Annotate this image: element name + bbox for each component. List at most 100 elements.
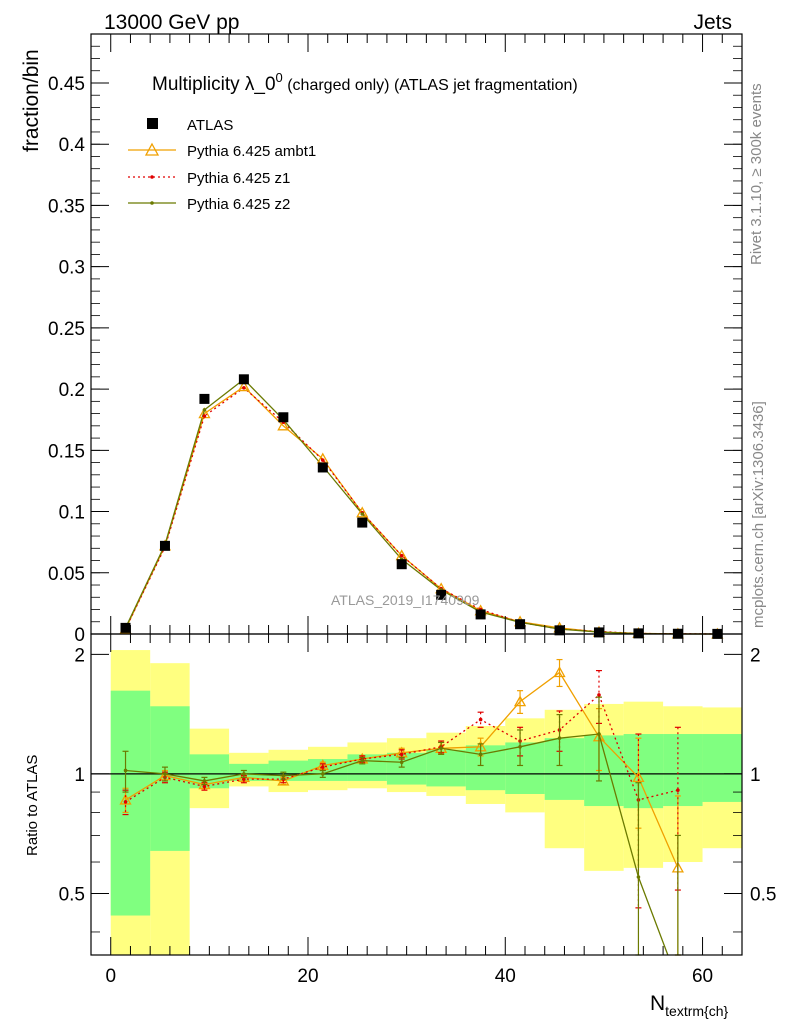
ratio-axes: 0.5 0.51 12 20 20 40 60 xyxy=(59,633,776,987)
data-point-square xyxy=(515,619,526,630)
ratio-point-dot xyxy=(242,777,246,781)
ratio-point-dot xyxy=(202,779,207,783)
x-axis-label-main: N xyxy=(650,992,665,1015)
x-tick-label: 20 xyxy=(297,966,318,987)
watermark-label: ATLAS_2019_I1740909 xyxy=(331,592,480,608)
y-tick-label: 0.1 xyxy=(59,503,85,524)
data-point-square xyxy=(317,462,328,473)
legend-label: ATLAS xyxy=(187,117,233,134)
ratio-point-dot xyxy=(597,693,601,697)
ratio-y-tick-label-left: 1 xyxy=(74,765,85,786)
y-tick-label: 0.3 xyxy=(59,258,85,279)
series-point-dot xyxy=(399,553,404,558)
series-point-triangle xyxy=(356,506,369,518)
ratio-point-dot xyxy=(320,765,325,769)
header-left-label: 13000 GeV pp xyxy=(104,11,239,34)
series-point-triangle xyxy=(237,380,250,392)
ratio-point-triangle xyxy=(277,774,290,786)
ratio-point-dot xyxy=(399,760,404,765)
uncertainty-band-inner xyxy=(465,745,506,791)
ratio-point-dot xyxy=(242,772,246,776)
ratio-panel: 0.5 0.51 12 20 20 40 60 Ratio to ATLAS Ntextrm… xyxy=(24,633,776,1019)
data-point-square xyxy=(199,393,210,404)
x-tick-label: 0 xyxy=(105,966,116,987)
ratio-y-tick-label-right: 1 xyxy=(750,765,761,786)
main-panel: ATLAS_2019_I1740909 Multiplicity λ_00 (c… xyxy=(20,33,743,646)
mcplots-reference-label: mcplots.cern.ch [arXiv:1306.3436] xyxy=(750,401,767,628)
uncertainty-band-inner xyxy=(544,738,585,800)
uncertainty-band-inner xyxy=(702,734,742,802)
series-point-dot xyxy=(360,512,365,516)
ratio-point-dot xyxy=(557,736,562,740)
data-point-square xyxy=(120,622,131,633)
x-tick-label: 60 xyxy=(692,966,713,987)
series-point-dot xyxy=(202,408,207,412)
ratio-point-dot xyxy=(202,784,207,789)
y-tick-label: 0.4 xyxy=(59,135,86,156)
legend-label: Pythia 6.425 z2 xyxy=(187,196,290,213)
ratio-point-dot xyxy=(478,752,483,757)
legend-marker-square xyxy=(147,118,158,129)
uncertainty-band-inner xyxy=(386,752,427,785)
legend-marker-triangle xyxy=(144,142,160,156)
main-title-superscript: 0 xyxy=(276,70,283,85)
data-point-square xyxy=(554,625,565,636)
uncertainty-band-inner xyxy=(505,742,545,794)
uncertainty-band-inner xyxy=(663,734,703,807)
ratio-point-dot xyxy=(597,732,601,736)
ratio-series-3 xyxy=(122,696,681,956)
series-line-3 xyxy=(124,378,718,635)
uncertainty-band-inner xyxy=(623,734,664,809)
header-right-label: Jets xyxy=(693,11,732,34)
ratio-point-triangle xyxy=(553,666,566,678)
ratio-point-dot xyxy=(518,745,522,749)
legend-item-atlas: ATLAS xyxy=(147,117,233,134)
legend: ATLAS Pythia 6.425 ambt1 Pythia 6.425 z1… xyxy=(128,117,316,213)
ratio-y-tick-label-left: 0.5 xyxy=(59,884,85,905)
y-tick-label: 0.2 xyxy=(59,380,85,401)
y-tick-label: 0.05 xyxy=(48,564,85,585)
legend-marker-dot xyxy=(150,175,154,179)
ratio-point-dot xyxy=(399,752,404,757)
data-point-square xyxy=(159,540,170,551)
ratio-point-dot xyxy=(676,788,680,792)
main-title-text: Multiplicity λ_0 xyxy=(152,74,276,95)
ratio-point-triangle xyxy=(632,771,645,783)
uncertainty-band-inner xyxy=(426,749,466,787)
x-axis-label-subscript: textrm{ch} xyxy=(665,1003,728,1019)
uncertainty-band-inner xyxy=(584,735,624,807)
series-point-dot xyxy=(320,458,325,462)
x-tick-label: 40 xyxy=(495,966,516,987)
ratio-point-triangle xyxy=(119,793,132,805)
ratio-point-triangle xyxy=(513,695,527,707)
ratio-point-triangle xyxy=(395,746,408,758)
ratio-y-axis-label: Ratio to ATLAS xyxy=(24,755,41,856)
series-point-dot xyxy=(242,386,246,390)
legend-item-z2: Pythia 6.425 z2 xyxy=(128,196,290,213)
data-point-square xyxy=(436,589,447,600)
legend-marker-dot xyxy=(150,201,154,205)
ratio-point-dot xyxy=(281,773,286,778)
data-point-square xyxy=(278,412,289,423)
data-point-square xyxy=(475,609,486,620)
ratio-point-dot xyxy=(360,758,365,763)
main-title: Multiplicity λ_00 (charged only) (ATLAS … xyxy=(152,70,578,95)
legend-label: Pythia 6.425 ambt1 xyxy=(187,143,316,160)
uncertainty-band-inner xyxy=(229,763,269,781)
ratio-frame xyxy=(90,633,743,956)
ratio-point-dot xyxy=(439,746,443,751)
ratio-point-dot xyxy=(163,772,167,776)
legend-item-z1: Pythia 6.425 z1 xyxy=(128,170,290,187)
data-point-square xyxy=(633,628,644,639)
y-tick-label: 0.35 xyxy=(48,196,85,217)
series-point-dot xyxy=(202,414,207,418)
ratio-series-line xyxy=(125,693,679,803)
y-tick-label: 0 xyxy=(74,625,85,646)
ratio-point-dot xyxy=(320,772,325,776)
y-tick-label: 0.15 xyxy=(48,441,85,462)
ratio-point-dot xyxy=(123,768,128,773)
ratio-y-tick-label-left: 2 xyxy=(74,645,85,666)
main-axes: 0 0.05 0.1 0.15 0.2 0.25 0.3 0.35 0.4 0.45 xyxy=(48,33,743,646)
data-point-square xyxy=(238,374,249,385)
